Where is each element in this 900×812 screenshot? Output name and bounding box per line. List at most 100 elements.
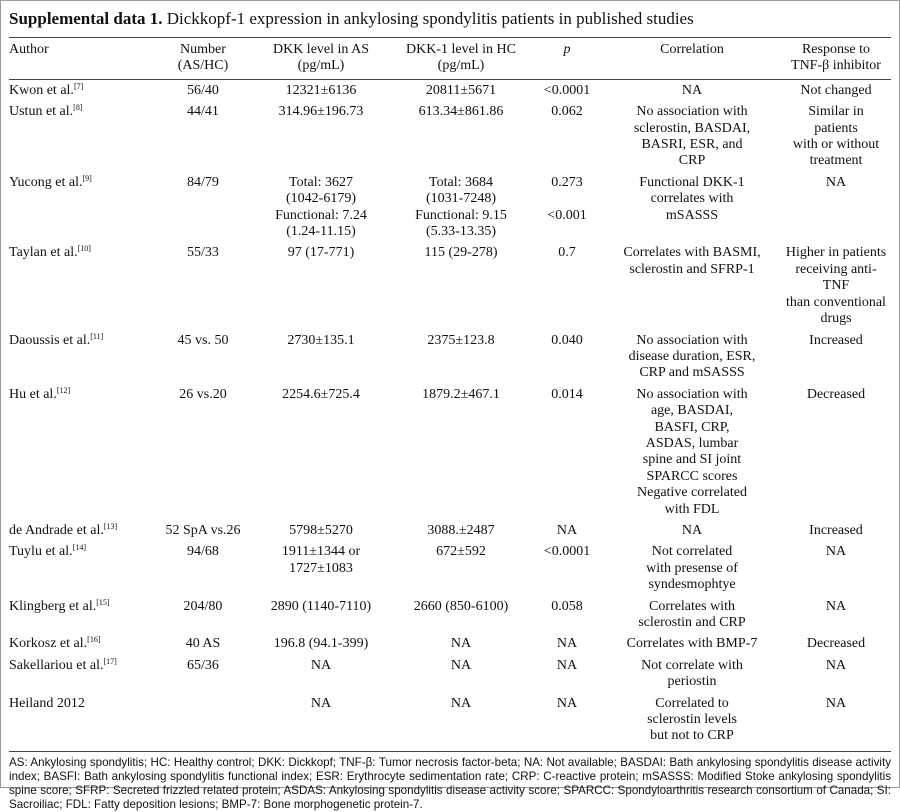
cell-line: with FDL <box>664 501 720 517</box>
header-line: Response to <box>801 42 871 57</box>
cell-line: 40 AS <box>185 636 221 652</box>
table-row: Sakellariou et al.[17] 65/36 NA NA NA Not cor… <box>9 655 891 693</box>
header-cell: Response to TNF-β inhibitor <box>781 38 891 80</box>
cell-line: 0.014 <box>551 386 583 402</box>
table-cell: 2660 (850-6100) <box>391 596 531 634</box>
reference: [12] <box>56 385 71 395</box>
table-row: Taylan et al.[10] 55/33 97 (17-771) 115 (29… <box>9 242 891 329</box>
cell-line: Decreased <box>806 386 866 402</box>
table-cell: NA <box>531 633 603 654</box>
author-name: Hu et al. <box>9 386 57 402</box>
cell-line: but not to CRP <box>650 728 734 744</box>
table-cell: Higher in patients receiving anti-TNF than… <box>781 242 891 329</box>
cell-line: 65/36 <box>187 657 219 673</box>
table-cell: 65/36 <box>155 655 251 693</box>
cell-line: <0.0001 <box>543 82 591 98</box>
table-cell: Decreased <box>781 633 891 654</box>
table-cell: 97 (17-771) <box>251 242 391 329</box>
cell-line: NA <box>556 657 578 673</box>
cell-line: 0.7 <box>558 245 576 261</box>
header-cell: DKK level in AS (pg/mL) <box>251 38 391 80</box>
cell-line: 2375±123.8 <box>427 332 495 348</box>
cell-line: 44/41 <box>187 104 219 120</box>
table-cell: 0.040 <box>531 330 603 384</box>
table-cell: 672±592 <box>391 541 531 595</box>
table-cell: NA <box>391 655 531 693</box>
cell-line: Correlates with BMP-7 <box>626 636 758 652</box>
cell-line: NA <box>310 657 332 673</box>
cell-line: 1879.2±467.1 <box>422 386 500 402</box>
header-row: Author Number (AS/HC) DKK level in AS (pg/mL… <box>9 37 891 80</box>
header-line: DKK level in AS <box>272 42 370 57</box>
table-cell: Increased <box>781 520 891 541</box>
table-cell: Correlated to sclerostin levels but not to… <box>603 693 781 749</box>
cell-line: sclerostin, BASDAI, <box>633 120 751 136</box>
cell-line: Not correlate with <box>641 657 743 673</box>
cell-line: Not changed <box>800 82 872 98</box>
table-cell: 115 (29-278) <box>391 242 531 329</box>
table-cell: NA <box>781 172 891 243</box>
cell-line: 5798±5270 <box>289 522 353 538</box>
cell-line: 115 (29-278) <box>424 245 498 261</box>
cell-line: Functional DKK-1 <box>639 174 745 190</box>
cell-line: NA <box>450 636 472 652</box>
cell-line: No association with <box>636 332 748 348</box>
table-cell: 12321±6136 <box>251 79 391 101</box>
cell-line: Functional: 7.24 <box>275 207 367 223</box>
author-cell: Heiland 2012 <box>9 693 155 749</box>
table-row: Ustun et al.[8] 44/41 314.96±196.73 613.34±… <box>9 101 891 172</box>
table-cell: NA <box>531 693 603 749</box>
cell-line: spine and SI joint <box>642 452 742 468</box>
author-cell: Klingberg et al.[15] <box>9 596 155 634</box>
author-cell: Daoussis et al.[11] <box>9 330 155 384</box>
cell-line: age, BASDAI, <box>650 403 734 419</box>
header-line: Number <box>180 42 226 57</box>
cell-line: NA <box>681 522 703 538</box>
cell-line: sclerostin and CRP <box>638 615 746 630</box>
author-cell: Korkosz et al.[16] <box>9 633 155 654</box>
cell-line: NA <box>825 174 847 190</box>
table-body: Kwon et al.[7] 56/40 12321±6136 20811±5671 <… <box>9 79 891 749</box>
cell-line: 97 (17-771) <box>287 245 355 261</box>
cell-line: 45 vs. 50 <box>177 332 229 348</box>
cell-line: 314.96±196.73 <box>278 104 364 120</box>
reference: [13] <box>103 521 118 531</box>
cell-line: SPARCC scores <box>646 468 738 484</box>
table-cell: Total: 3684 (1031-7248) Functional: 9.15 (5… <box>391 172 531 243</box>
author-name: Klingberg et al. <box>9 598 97 614</box>
table-cell: 0.273 <0.001 <box>531 172 603 243</box>
cell-line: with presense of <box>646 560 738 576</box>
header-line: Correlation <box>660 42 724 57</box>
cell-line: Increased <box>809 522 863 538</box>
reference: [10] <box>77 244 91 254</box>
author-cell: de Andrade et al.[13] <box>9 520 155 541</box>
table-cell: 84/79 <box>155 172 251 243</box>
table-cell: 55/33 <box>155 242 251 329</box>
table-cell: 1879.2±467.1 <box>391 384 531 520</box>
table-cell: NA <box>391 693 531 749</box>
cell-line: (1042-6179) <box>286 191 356 207</box>
table-cell: 26 vs.20 <box>155 384 251 520</box>
author-cell: Kwon et al.[7] <box>9 79 155 101</box>
table-cell: Correlates with BMP-7 <box>603 633 781 654</box>
cell-line: NA <box>310 695 332 711</box>
author-name: Tuylu et al. <box>9 544 73 560</box>
cell-line: treatment <box>809 153 863 169</box>
cell-line: drugs <box>820 311 852 327</box>
cell-line: Increased <box>809 332 863 348</box>
cell-line: 0.273 <box>551 174 583 190</box>
cell-line: 0.040 <box>551 332 583 348</box>
cell-line: <0.0001 <box>543 544 591 560</box>
cell-line: Correlates with BASMI, <box>623 245 761 261</box>
table-cell: 196.8 (94.1-399) <box>251 633 391 654</box>
header-line: TNF-β inhibitor <box>791 58 881 74</box>
table-cell: 613.34±861.86 <box>391 101 531 172</box>
cell-line: 84/79 <box>187 174 219 190</box>
author-name: Sakellariou et al. <box>9 657 104 673</box>
table-cell: No association with disease duration, ESR… <box>603 330 781 384</box>
cell-line: Similar in <box>808 104 864 120</box>
table-cell: NA <box>603 79 781 101</box>
table-cell: 0.7 <box>531 242 603 329</box>
cell-line: disease duration, ESR, <box>628 348 756 364</box>
author-cell: Tuylu et al.[14] <box>9 541 155 595</box>
